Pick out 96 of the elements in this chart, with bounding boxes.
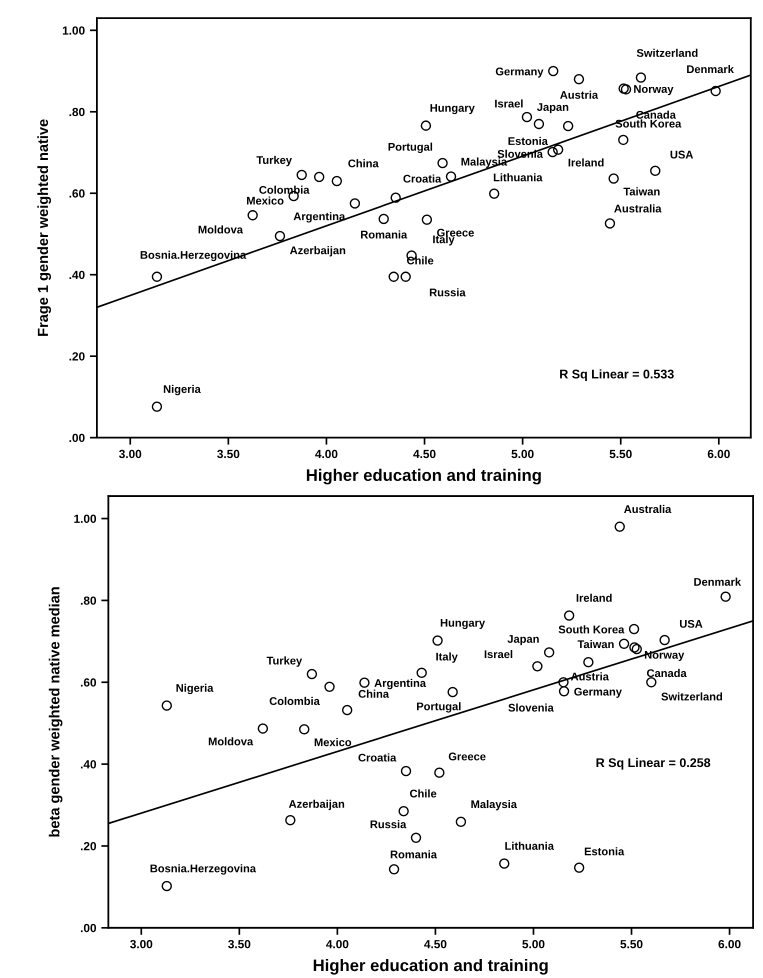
annotation: Lithuania (505, 842, 554, 850)
annotation: Croatia (403, 174, 442, 183)
y-tick-label: .20 (80, 842, 96, 850)
annotation: China (358, 690, 390, 698)
annotation: Argentina (294, 212, 346, 223)
annotation: Norway (644, 651, 684, 661)
y-axis-title: Frage 1 gender weighted native (37, 119, 52, 336)
annotation: Azerbaijan (288, 800, 344, 810)
annotation: Switzerland (661, 692, 722, 701)
annotation: Switzerland (636, 48, 698, 57)
annotation: Denmark (687, 64, 734, 74)
annotation: South Korea (616, 119, 682, 128)
x-axis-title: Higher education and training (314, 958, 548, 975)
annotation: Azerbaijan (290, 246, 346, 256)
annotation: Ireland (576, 594, 612, 602)
annotation: Taiwan (578, 640, 614, 648)
x-tick-label: 3.00 (119, 450, 142, 458)
y-tick-label: 1.00 (62, 26, 85, 35)
annotation: Turkey (266, 656, 302, 667)
annotation: Australia (614, 204, 662, 212)
annotation: Italy (436, 652, 458, 663)
annotation: Austria (560, 90, 598, 99)
annotation: USA (680, 620, 702, 628)
annotation: Japan (507, 635, 539, 646)
x-tick-label: 4.00 (326, 940, 348, 948)
annotation: Greece (448, 752, 486, 760)
annotation: Norway (634, 85, 674, 96)
x-tick-label: 4.50 (413, 450, 436, 458)
annotation: South Korea (558, 625, 624, 634)
annotation: Malaysia (471, 800, 518, 810)
annotation: Moldova (198, 225, 244, 234)
annotation: Estonia (584, 847, 624, 856)
annotation: Germany (496, 68, 544, 78)
x-tick-label: 5.00 (522, 940, 544, 948)
annotation: Lithuania (494, 173, 543, 182)
annotation: Romania (390, 850, 438, 858)
annotation: Nigeria (164, 384, 201, 396)
y-tick-label: 1.00 (74, 514, 96, 523)
annotation: R Sq Linear = 0.258 (596, 758, 710, 770)
annotation: Turkey (256, 156, 292, 166)
annotation: Israel (484, 650, 512, 658)
annotation: Ireland (568, 158, 604, 167)
annotation: Colombia (270, 696, 320, 706)
y-tick-label: .80 (80, 596, 96, 605)
annotation: Australia (624, 504, 672, 514)
y-tick-label: .80 (69, 108, 85, 116)
annotation: Slovenia (508, 703, 554, 712)
x-tick-label: 4.50 (424, 940, 446, 948)
x-axis-title: Higher education and training (306, 468, 541, 484)
x-tick-label: 4.00 (315, 450, 338, 458)
y-tick-label: .60 (80, 678, 96, 687)
annotation: Chile (406, 256, 434, 264)
annotation: Italy (433, 235, 455, 246)
x-tick-label: 5.50 (620, 940, 643, 948)
annotation: Argentina (374, 678, 426, 690)
y-tick-label: .00 (80, 924, 96, 932)
annotation: Romania (361, 230, 408, 239)
annotation: Israel (495, 99, 523, 108)
annotation: Hungary (440, 619, 486, 630)
annotation: Taiwan (624, 187, 660, 196)
y-tick-label: .20 (69, 352, 85, 361)
annotation: Germany (574, 688, 622, 698)
annotation: Portugal (417, 702, 461, 713)
annotation: Canada (636, 110, 676, 119)
annotation: Canada (646, 668, 687, 678)
annotation: Greece (437, 228, 474, 237)
annotation: USA (670, 150, 694, 159)
annotation: Mexico (314, 738, 352, 746)
annotation: Bosnia.Herzegovina (150, 864, 256, 875)
x-tick-label: 5.50 (610, 450, 632, 458)
annotation: R Sq Linear = 0.533 (560, 369, 674, 381)
annotation: Croatia (358, 753, 396, 762)
annotation: Moldova (208, 737, 254, 746)
annotation: Nigeria (176, 684, 214, 694)
y-tick-label: .40 (69, 270, 85, 280)
annotation: Hungary (430, 104, 475, 114)
y-tick-label: .40 (80, 760, 96, 769)
annotation: Japan (536, 103, 568, 114)
x-tick-label: 3.50 (228, 940, 250, 948)
annotation: Denmark (694, 578, 742, 586)
y-tick-label: .00 (69, 434, 85, 442)
annotation: Portugal (388, 142, 432, 154)
annotation: Mexico (247, 196, 284, 205)
x-tick-label: 3.00 (130, 940, 152, 948)
annotation: Chile (410, 789, 436, 798)
y-axis-title: beta gender weighted native median (48, 587, 62, 837)
annotation: Colombia (259, 186, 310, 194)
x-tick-label: 5.00 (512, 450, 534, 458)
annotation: China (348, 159, 379, 168)
x-tick-label: 6.00 (718, 940, 741, 948)
x-tick-label: 6.00 (708, 450, 730, 458)
x-tick-label: 3.50 (217, 450, 240, 458)
y-tick-label: .60 (69, 189, 85, 198)
annotation: Estonia (508, 136, 548, 146)
annotation: Russia (430, 288, 466, 296)
annotation: Russia (370, 820, 406, 828)
